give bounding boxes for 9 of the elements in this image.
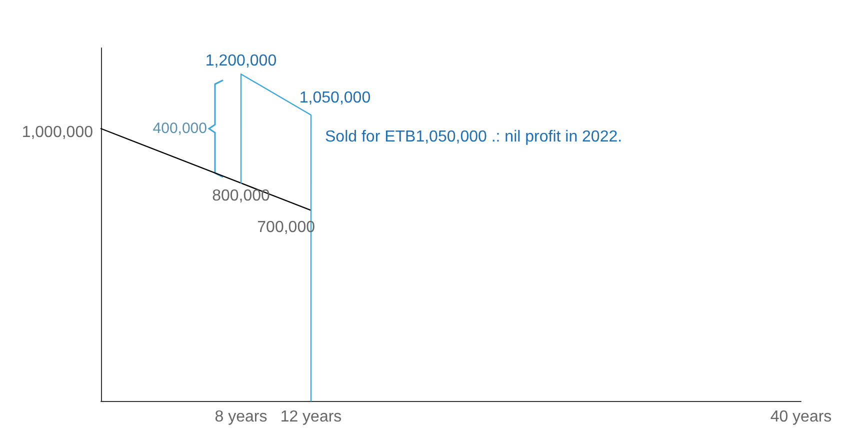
data-label: 1,200,000 bbox=[205, 52, 277, 70]
annotation: 400,000 bbox=[152, 120, 207, 138]
x-tick-label: 12 years bbox=[280, 408, 342, 426]
data-label: 800,000 bbox=[212, 188, 270, 205]
annotation: Sold for ETB1,050,000 .: nil profit in 2022. bbox=[325, 128, 622, 146]
x-tick-label: 8 years bbox=[214, 408, 268, 426]
data-label: 1,000,000 bbox=[22, 124, 94, 142]
data-label: 1,050,000 bbox=[299, 90, 371, 107]
x-tick-label: 40 years bbox=[770, 408, 832, 426]
